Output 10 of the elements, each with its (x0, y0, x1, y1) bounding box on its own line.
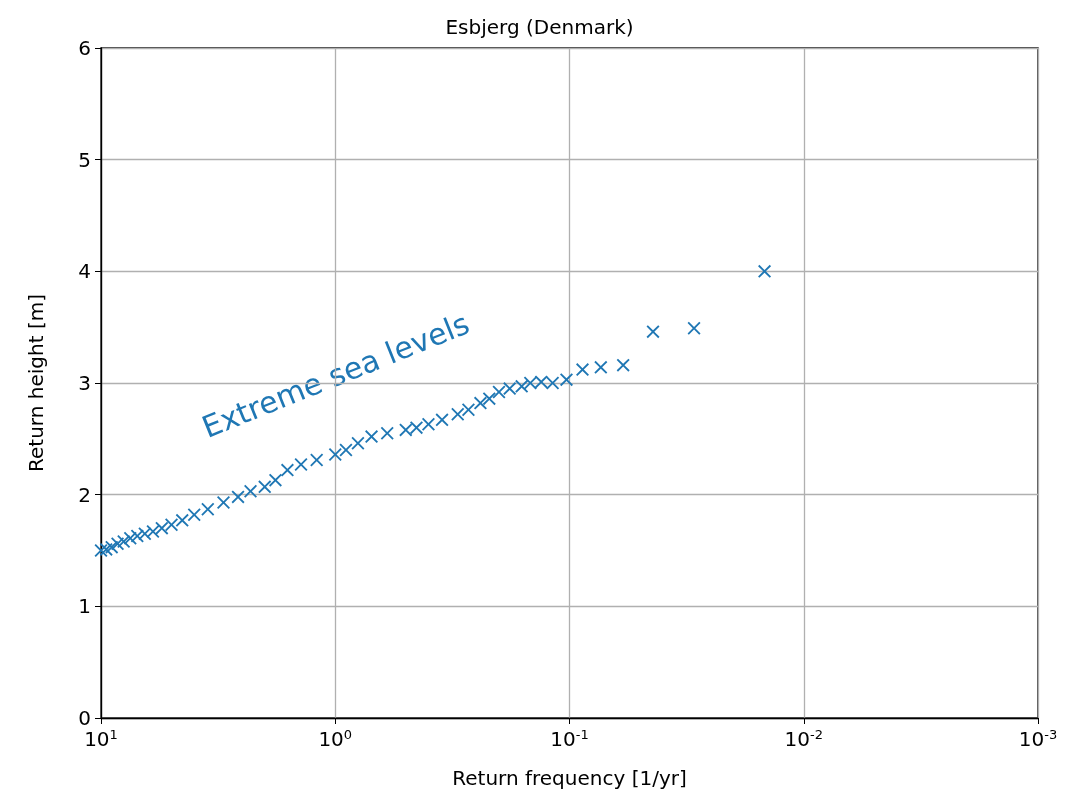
y-tick-label: 5 (78, 147, 91, 172)
y-tick-label: 4 (78, 259, 91, 284)
chart-title: Esbjerg (Denmark) (445, 15, 634, 39)
y-tick-label: 2 (78, 482, 91, 507)
y-tick-label: 3 (78, 371, 91, 395)
y-tick-label: 6 (78, 36, 91, 60)
y-tick-label: 1 (78, 594, 91, 619)
x-axis-title: Return frequency [1/yr] (452, 766, 687, 790)
y-tick-label: 0 (78, 706, 91, 730)
y-axis-title: Return height [m] (24, 294, 48, 472)
